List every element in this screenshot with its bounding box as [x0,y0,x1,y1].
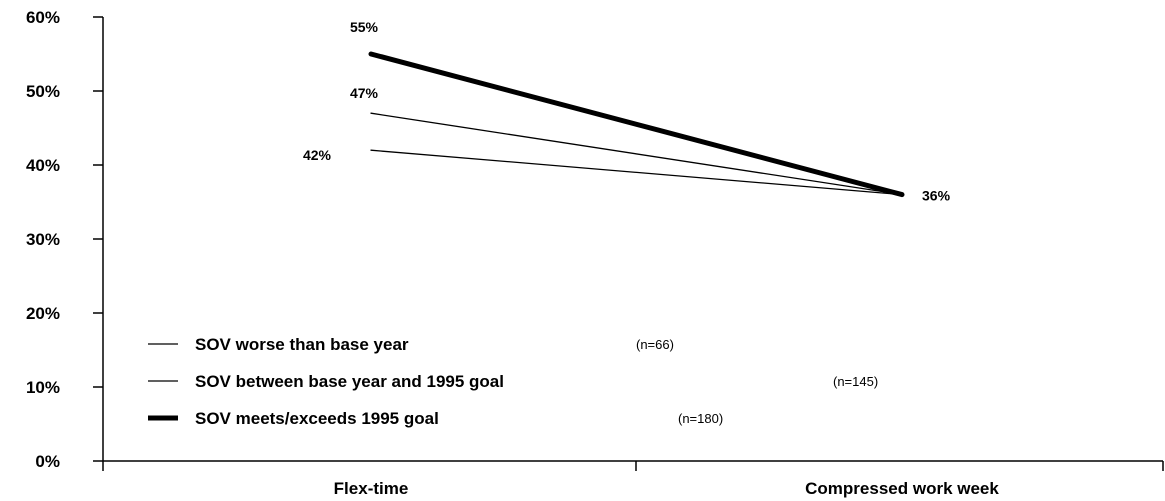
legend-sample-size: (n=66) [636,337,674,352]
axes [102,17,1163,462]
data-label: 42% [303,147,332,163]
y-tick-label: 50% [26,82,60,101]
legend-label: SOV meets/exceeds 1995 goal [195,409,439,428]
x-category-label: Flex-time [334,479,409,498]
legend: SOV worse than base year (n=66) SOV betwee… [148,335,878,428]
x-category-label: Compressed work week [805,479,999,498]
data-label: 47% [350,85,379,101]
series-line [370,112,903,196]
y-tick-label: 20% [26,304,60,323]
y-tick-label: 0% [35,452,60,471]
legend-sample-size: (n=180) [678,411,723,426]
legend-sample-size: (n=145) [833,374,878,389]
data-label: 55% [350,19,379,35]
y-tick-label: 10% [26,378,60,397]
y-tick-label: 60% [26,8,60,27]
legend-label: SOV between base year and 1995 goal [195,372,504,391]
legend-label: SOV worse than base year [195,335,409,354]
data-labels: 42% 47% 55% 36% [303,19,951,204]
y-tick-label: 30% [26,230,60,249]
series-lines [368,51,905,198]
data-label: 36% [922,188,951,204]
series-line [370,149,903,196]
y-tick-label: 40% [26,156,60,175]
x-ticks: Flex-time Compressed work week [102,461,1164,498]
series-line [368,51,905,198]
y-ticks: 0% 10% 20% 30% 40% 50% 60% [26,8,103,471]
